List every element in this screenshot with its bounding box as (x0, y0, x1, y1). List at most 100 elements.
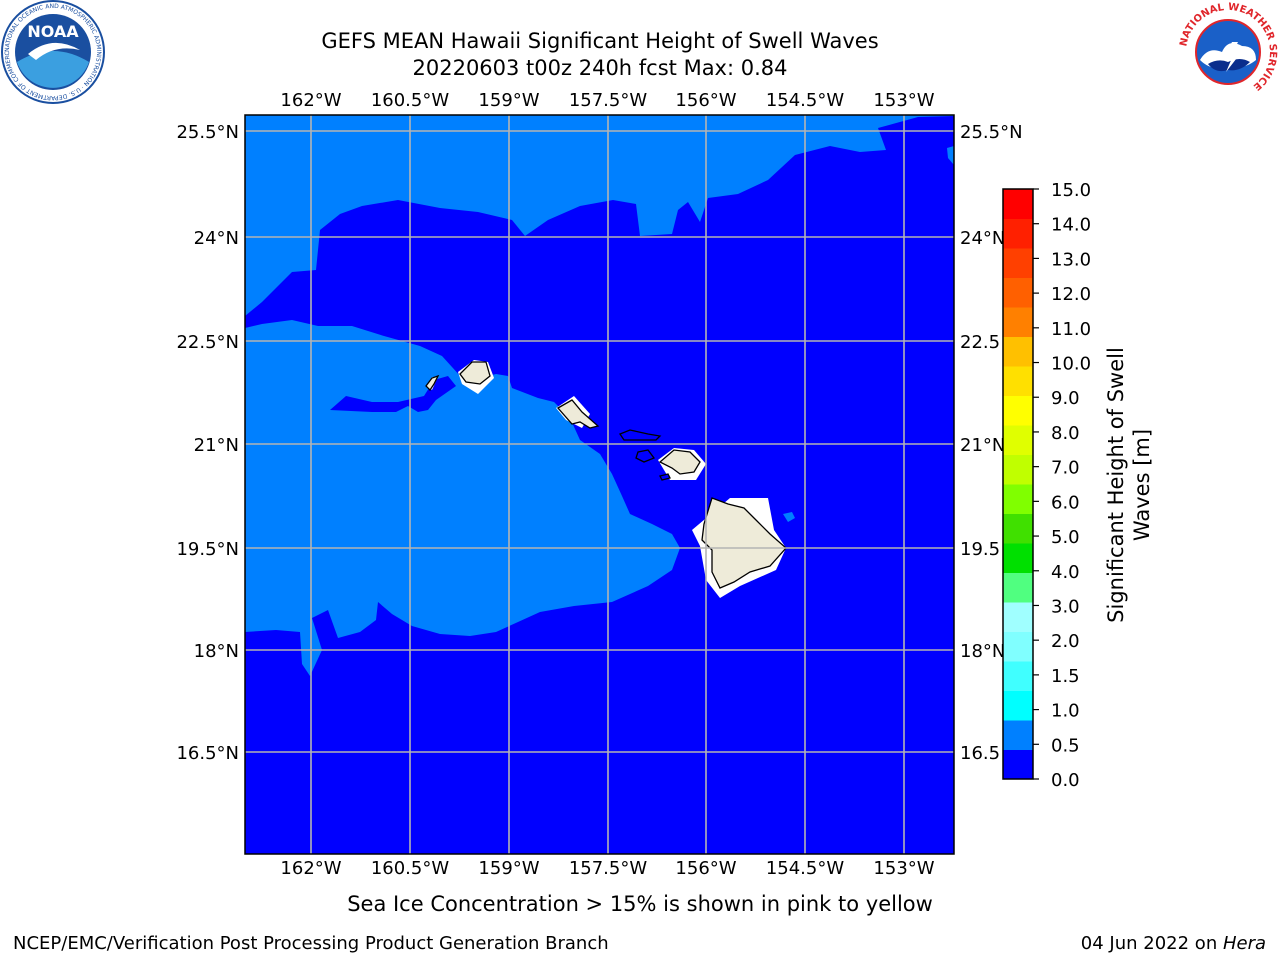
swell-field-north-east (947, 146, 954, 165)
lat-label-right: 18°N (960, 641, 1005, 662)
colorbar-tick-label: 4.0 (1051, 562, 1080, 583)
colorbar-tick-label: 13.0 (1051, 249, 1091, 270)
lon-label-top: 156°W (675, 90, 736, 111)
lat-label-left: 16.5°N (176, 743, 239, 764)
colorbar-swatch (1003, 484, 1033, 514)
colorbar-swatch (1003, 513, 1033, 544)
colorbar-tick-label: 7.0 (1051, 458, 1080, 479)
lon-label-bottom: 159°W (478, 858, 539, 879)
map-frame (244, 114, 955, 855)
lon-label-bottom: 153°W (873, 858, 934, 879)
lon-label-top: 160.5°W (371, 90, 450, 111)
colorbar-swatch (1003, 189, 1033, 219)
lon-label-bottom: 162°W (280, 858, 341, 879)
lon-label-bottom: 154.5°W (766, 858, 845, 879)
colorbar-swatch (1003, 690, 1033, 721)
footer-date-text: 04 Jun 2022 on (1080, 933, 1223, 954)
lat-label-right: 25.5°N (960, 122, 1023, 143)
colorbar-swatch (1003, 454, 1033, 485)
lat-label-left: 18°N (194, 641, 239, 662)
colorbar-swatch (1003, 307, 1033, 337)
colorbar-tick-label: 1.5 (1051, 666, 1080, 687)
lon-label-top: 154.5°W (766, 90, 845, 111)
lat-label-left: 25.5°N (176, 122, 239, 143)
lon-label-bottom: 157.5°W (569, 858, 648, 879)
nws-logo: NATIONAL WEATHER SERVICE (1178, 2, 1278, 100)
colorbar-frame (1002, 188, 1034, 780)
swell-field-inlet (330, 376, 456, 412)
lat-labels-right: 25.5°N 24°N 22.5 21°N 19.5 18°N 16.5 (960, 122, 1023, 764)
lat-label-left: 19.5°N (176, 539, 239, 560)
lat-label-left: 24°N (194, 228, 239, 249)
colorbar-tick-label: 10.0 (1051, 354, 1091, 375)
island-maui (658, 449, 701, 475)
map-plot-area (245, 115, 954, 854)
footer-date: 04 Jun 2022 on Hera (1081, 933, 1266, 954)
island-kahoolawe (659, 473, 671, 481)
colorbar-tick-label: 6.0 (1051, 492, 1080, 513)
sea-ice-note: Sea Ice Concentration > 15% is shown in … (347, 892, 933, 916)
lon-label-top: 157.5°W (569, 90, 648, 111)
lon-label-top: 153°W (873, 90, 934, 111)
colorbar-tick-label: 0.5 (1051, 735, 1080, 756)
island-kauai (459, 361, 491, 385)
colorbar-tick-label: 2.0 (1051, 631, 1080, 652)
footer-branch: NCEP/EMC/Verification Post Processing Pr… (13, 933, 609, 954)
map-subtitle: 20220603 t00z 240h fcst Max: 0.84 (412, 56, 788, 80)
colorbar-tick-label: 15.0 (1051, 180, 1091, 201)
lat-label-right: 24°N (960, 228, 1005, 249)
colorbar-swatch (1003, 631, 1033, 662)
lon-labels-bottom: 162°W 160.5°W 159°W 157.5°W 156°W 154.5°W 153°… (280, 858, 934, 879)
island-molokai (619, 429, 662, 441)
colorbar-label-line1: Significant Height of Swell (1104, 347, 1128, 623)
colorbar-swatch (1003, 749, 1033, 780)
colorbar-swatch (1003, 543, 1033, 573)
colorbar-tick-label: 0.0 (1051, 770, 1080, 791)
lon-labels-top: 162°W 160.5°W 159°W 157.5°W 156°W 154.5°W 153°… (280, 90, 934, 111)
colorbar-swatch (1003, 248, 1033, 278)
lat-label-left: 21°N (194, 435, 239, 456)
colorbar-swatch (1003, 366, 1033, 396)
swell-field-north (245, 115, 954, 316)
colorbar-swatch (1003, 425, 1033, 455)
colorbar-label-line2: Waves [m] (1130, 429, 1154, 541)
colorbar-swatch (1003, 395, 1033, 426)
lat-label-right: 16.5 (960, 743, 1000, 764)
colorbar-tick-label: 8.0 (1051, 423, 1080, 444)
colorbar-swatch (1003, 218, 1033, 249)
colorbar-tick-label: 9.0 (1051, 388, 1080, 409)
lon-label-bottom: 160.5°W (371, 858, 450, 879)
noaa-logo-text: NOAA (27, 22, 79, 41)
lon-label-bottom: 156°W (675, 858, 736, 879)
colorbar-ticks: 0.0 0.5 1.0 1.5 2.0 3.0 4.0 5.0 6.0 7.0 8.0 9.0 10.0… (1033, 180, 1091, 791)
lat-label-right: 19.5 (960, 539, 1000, 560)
colorbar-tick-label: 11.0 (1051, 319, 1091, 340)
island-oahu (556, 399, 600, 429)
colorbar-tick-label: 12.0 (1051, 284, 1091, 305)
colorbar-swatch (1003, 720, 1033, 750)
colorbar-swatch (1003, 661, 1033, 691)
colorbar-tick-label: 3.0 (1051, 596, 1080, 617)
lon-label-top: 159°W (478, 90, 539, 111)
colorbar-tick-label: 5.0 (1051, 527, 1080, 548)
lat-label-right: 22.5 (960, 332, 1000, 353)
colorbar-tick-label: 1.0 (1051, 701, 1080, 722)
footer-host: Hera (1222, 933, 1266, 954)
swell-field-spot (783, 512, 795, 522)
lat-label-left: 22.5°N (176, 332, 239, 353)
noaa-logo: NATIONAL OCEANIC AND ATMOSPHERIC ADMINIS… (0, 0, 105, 104)
colorbar-swatch (1003, 602, 1033, 632)
colorbar-swatch (1003, 336, 1033, 367)
lat-labels-left: 25.5°N 24°N 22.5°N 21°N 19.5°N 18°N 16.5°N (176, 122, 239, 764)
colorbar-tick-label: 14.0 (1051, 215, 1091, 236)
island-lanai (635, 449, 656, 463)
colorbar-swatch (1003, 572, 1033, 603)
graticule (245, 115, 954, 854)
lon-label-top: 162°W (280, 90, 341, 111)
island-niihau (425, 374, 440, 392)
colorbar-swatch (1003, 277, 1033, 308)
colorbar (1002, 188, 1034, 780)
lat-label-right: 21°N (960, 435, 1005, 456)
map-title: GEFS MEAN Hawaii Significant Height of S… (321, 29, 879, 53)
